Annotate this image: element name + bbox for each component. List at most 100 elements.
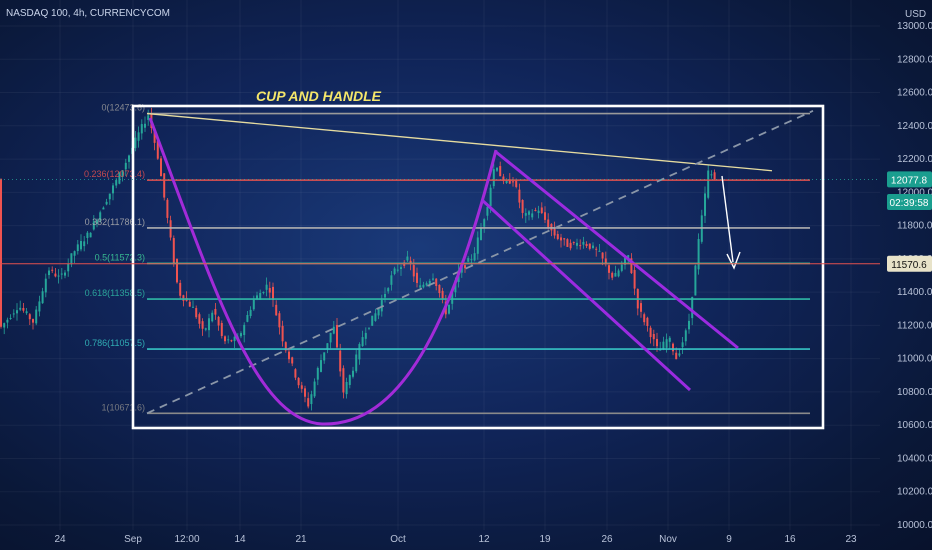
candle-body xyxy=(192,306,194,308)
candle-body xyxy=(598,250,601,252)
x-tick-label: 21 xyxy=(295,534,307,545)
y-tick-label: 11800.0 xyxy=(897,221,932,232)
candle-body xyxy=(684,330,687,342)
candle-body xyxy=(582,241,585,245)
candle-body xyxy=(608,265,610,273)
price-badge[interactable] xyxy=(887,255,932,272)
candle-body xyxy=(374,313,377,321)
fib-label: 0(12473.6) xyxy=(101,103,145,113)
candle-body xyxy=(163,173,166,198)
candle-body xyxy=(640,303,642,312)
candle-body xyxy=(313,381,316,397)
price-badge[interactable] xyxy=(887,171,932,188)
candle-body xyxy=(566,239,569,247)
candle-body xyxy=(246,314,249,322)
candle-body xyxy=(560,237,562,241)
candle-body xyxy=(96,220,98,224)
candle-body xyxy=(19,307,22,310)
candle-body xyxy=(134,137,137,149)
pattern-box[interactable] xyxy=(131,104,825,430)
candle-body xyxy=(435,278,438,286)
candle-body xyxy=(649,327,652,338)
candle-body xyxy=(595,248,598,250)
candle-body xyxy=(326,343,329,350)
candle-body xyxy=(572,242,575,244)
candle-body xyxy=(368,327,370,329)
candle-body xyxy=(585,243,588,247)
candle-body xyxy=(48,270,50,276)
cup-curve[interactable] xyxy=(148,117,498,426)
candle-body xyxy=(614,273,617,277)
candle-body xyxy=(518,189,521,203)
candle-body xyxy=(672,343,674,352)
candle-body xyxy=(355,354,358,372)
candle-body xyxy=(281,325,284,342)
candle-body xyxy=(508,179,511,184)
candle-body xyxy=(176,258,178,283)
fib-label: 0.382(11786.1) xyxy=(85,217,145,227)
candle-body xyxy=(115,180,118,186)
candle-body xyxy=(604,258,607,264)
annotation-title: CUP AND HANDLE xyxy=(256,88,382,104)
fib-label: 0.786(11057.5) xyxy=(85,338,145,348)
dashed-trend-line[interactable] xyxy=(146,110,814,415)
candle-body xyxy=(710,174,713,176)
candle-body xyxy=(70,253,73,265)
candle-body xyxy=(448,304,450,314)
candle-body xyxy=(252,299,255,310)
channel-lower-line[interactable] xyxy=(480,198,692,392)
candle-body xyxy=(304,388,306,397)
candle-body xyxy=(22,307,25,311)
candle-body xyxy=(268,288,271,293)
projection-arrow-head xyxy=(726,251,741,270)
candle-body xyxy=(9,317,12,319)
candle-body xyxy=(627,255,630,259)
candle-body xyxy=(617,270,620,277)
candle-body xyxy=(400,267,402,270)
candle-body xyxy=(611,272,614,278)
candle-body xyxy=(422,284,425,288)
currency-label: USD xyxy=(905,9,926,20)
price-badge[interactable] xyxy=(887,193,932,210)
candle-body xyxy=(451,292,454,304)
candle-body xyxy=(352,370,354,377)
candle-body xyxy=(208,318,210,331)
candle-body xyxy=(32,319,34,323)
candle-body xyxy=(67,263,70,272)
candle-body xyxy=(547,219,550,228)
candle-body xyxy=(460,265,463,273)
candle-body xyxy=(524,213,527,216)
candle-body xyxy=(588,243,591,249)
candle-body xyxy=(681,342,684,348)
candle-body xyxy=(656,338,658,347)
candle-body xyxy=(531,213,534,218)
y-tick-label: 12400.0 xyxy=(897,121,932,132)
candle-body xyxy=(502,176,505,182)
candle-body xyxy=(153,130,156,143)
candle-body xyxy=(473,253,476,261)
candle-body xyxy=(336,324,338,348)
channel-upper-line[interactable] xyxy=(495,150,739,350)
candle-body xyxy=(105,201,108,205)
candle-body xyxy=(515,179,518,187)
candle-body xyxy=(393,268,396,274)
candle-body xyxy=(284,342,287,351)
y-tick-label: 10000.0 xyxy=(897,520,932,531)
candle-body xyxy=(630,258,633,274)
candle-body xyxy=(54,273,57,277)
candle-body xyxy=(89,232,92,238)
candle-body xyxy=(361,337,364,347)
candle-body xyxy=(320,360,322,372)
candle-body xyxy=(387,288,390,292)
candle-body xyxy=(310,394,313,405)
candle-body xyxy=(624,257,626,265)
candle-body xyxy=(160,158,162,177)
candle-body xyxy=(121,170,124,178)
candle-body xyxy=(243,324,246,336)
candle-body xyxy=(211,312,214,322)
resistance-line[interactable] xyxy=(146,112,773,172)
candle-body xyxy=(483,219,486,227)
candle-body xyxy=(316,367,319,380)
candle-body xyxy=(678,353,681,356)
